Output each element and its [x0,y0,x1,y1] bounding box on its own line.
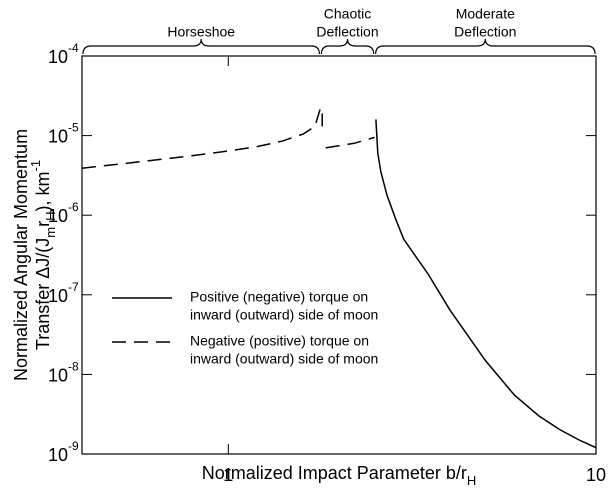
tick-base: 10 [48,47,68,67]
series-line [375,119,597,449]
x-tick-label: 10 [586,465,606,485]
text-part: Transfer ΔJ/(J [33,238,53,350]
tick-exponent: -6 [68,200,79,214]
tick-exponent: -9 [68,439,79,453]
region-label: Deflection [316,24,378,40]
region-brace [320,38,375,55]
tick-exponent: -5 [68,121,79,135]
tick-base: 10 [48,126,68,146]
region-brace [82,38,320,55]
legend-label: inward (outward) side of moon [190,351,378,367]
y-tick-label: 10-6 [48,200,79,226]
x-axis-label: Normalized Impact Parameter b/rH [202,463,476,488]
y-tick-label: 10-7 [48,280,79,306]
tick-exponent: -4 [68,41,79,55]
tick-exponent: -7 [68,280,79,294]
text-part: r [33,221,53,227]
legend-label: Negative (positive) torque on [190,333,369,349]
legend-label: Positive (negative) torque on [190,289,368,305]
text-part: Normalized Impact Parameter b/r [202,463,467,483]
tick-exponent: -8 [68,360,79,374]
region-brace [375,38,596,55]
y-tick-label: 10-4 [48,41,79,67]
region-label: Chaotic [324,6,371,22]
text-part: H [43,211,58,220]
plot-frame [81,55,597,455]
y-tick-label: 10-5 [48,121,79,147]
text-part: H [467,473,476,488]
tick-base: 10 [48,445,68,465]
legend-label: inward (outward) side of moon [190,307,378,323]
y-axis-label: Transfer ΔJ/(JmrH), km-1 [28,160,58,350]
tick-base: 10 [48,206,68,226]
series-line [81,108,375,169]
region-label: Moderate [456,6,515,22]
text-part: ), km [33,171,53,211]
tick-base: 10 [48,286,68,306]
y-tick-label: 10-8 [48,360,79,386]
y-tick-label: 10-9 [48,439,79,465]
tick-base: 10 [48,365,68,385]
text-part: -1 [28,160,43,172]
region-label: Deflection [454,24,516,40]
region-label: Horseshoe [167,24,235,40]
text-part: m [43,227,58,238]
y-axis-label: Normalized Angular Momentum [11,129,31,381]
x-tick-label: 1 [223,465,233,485]
text-part: Normalized Angular Momentum [11,129,31,381]
